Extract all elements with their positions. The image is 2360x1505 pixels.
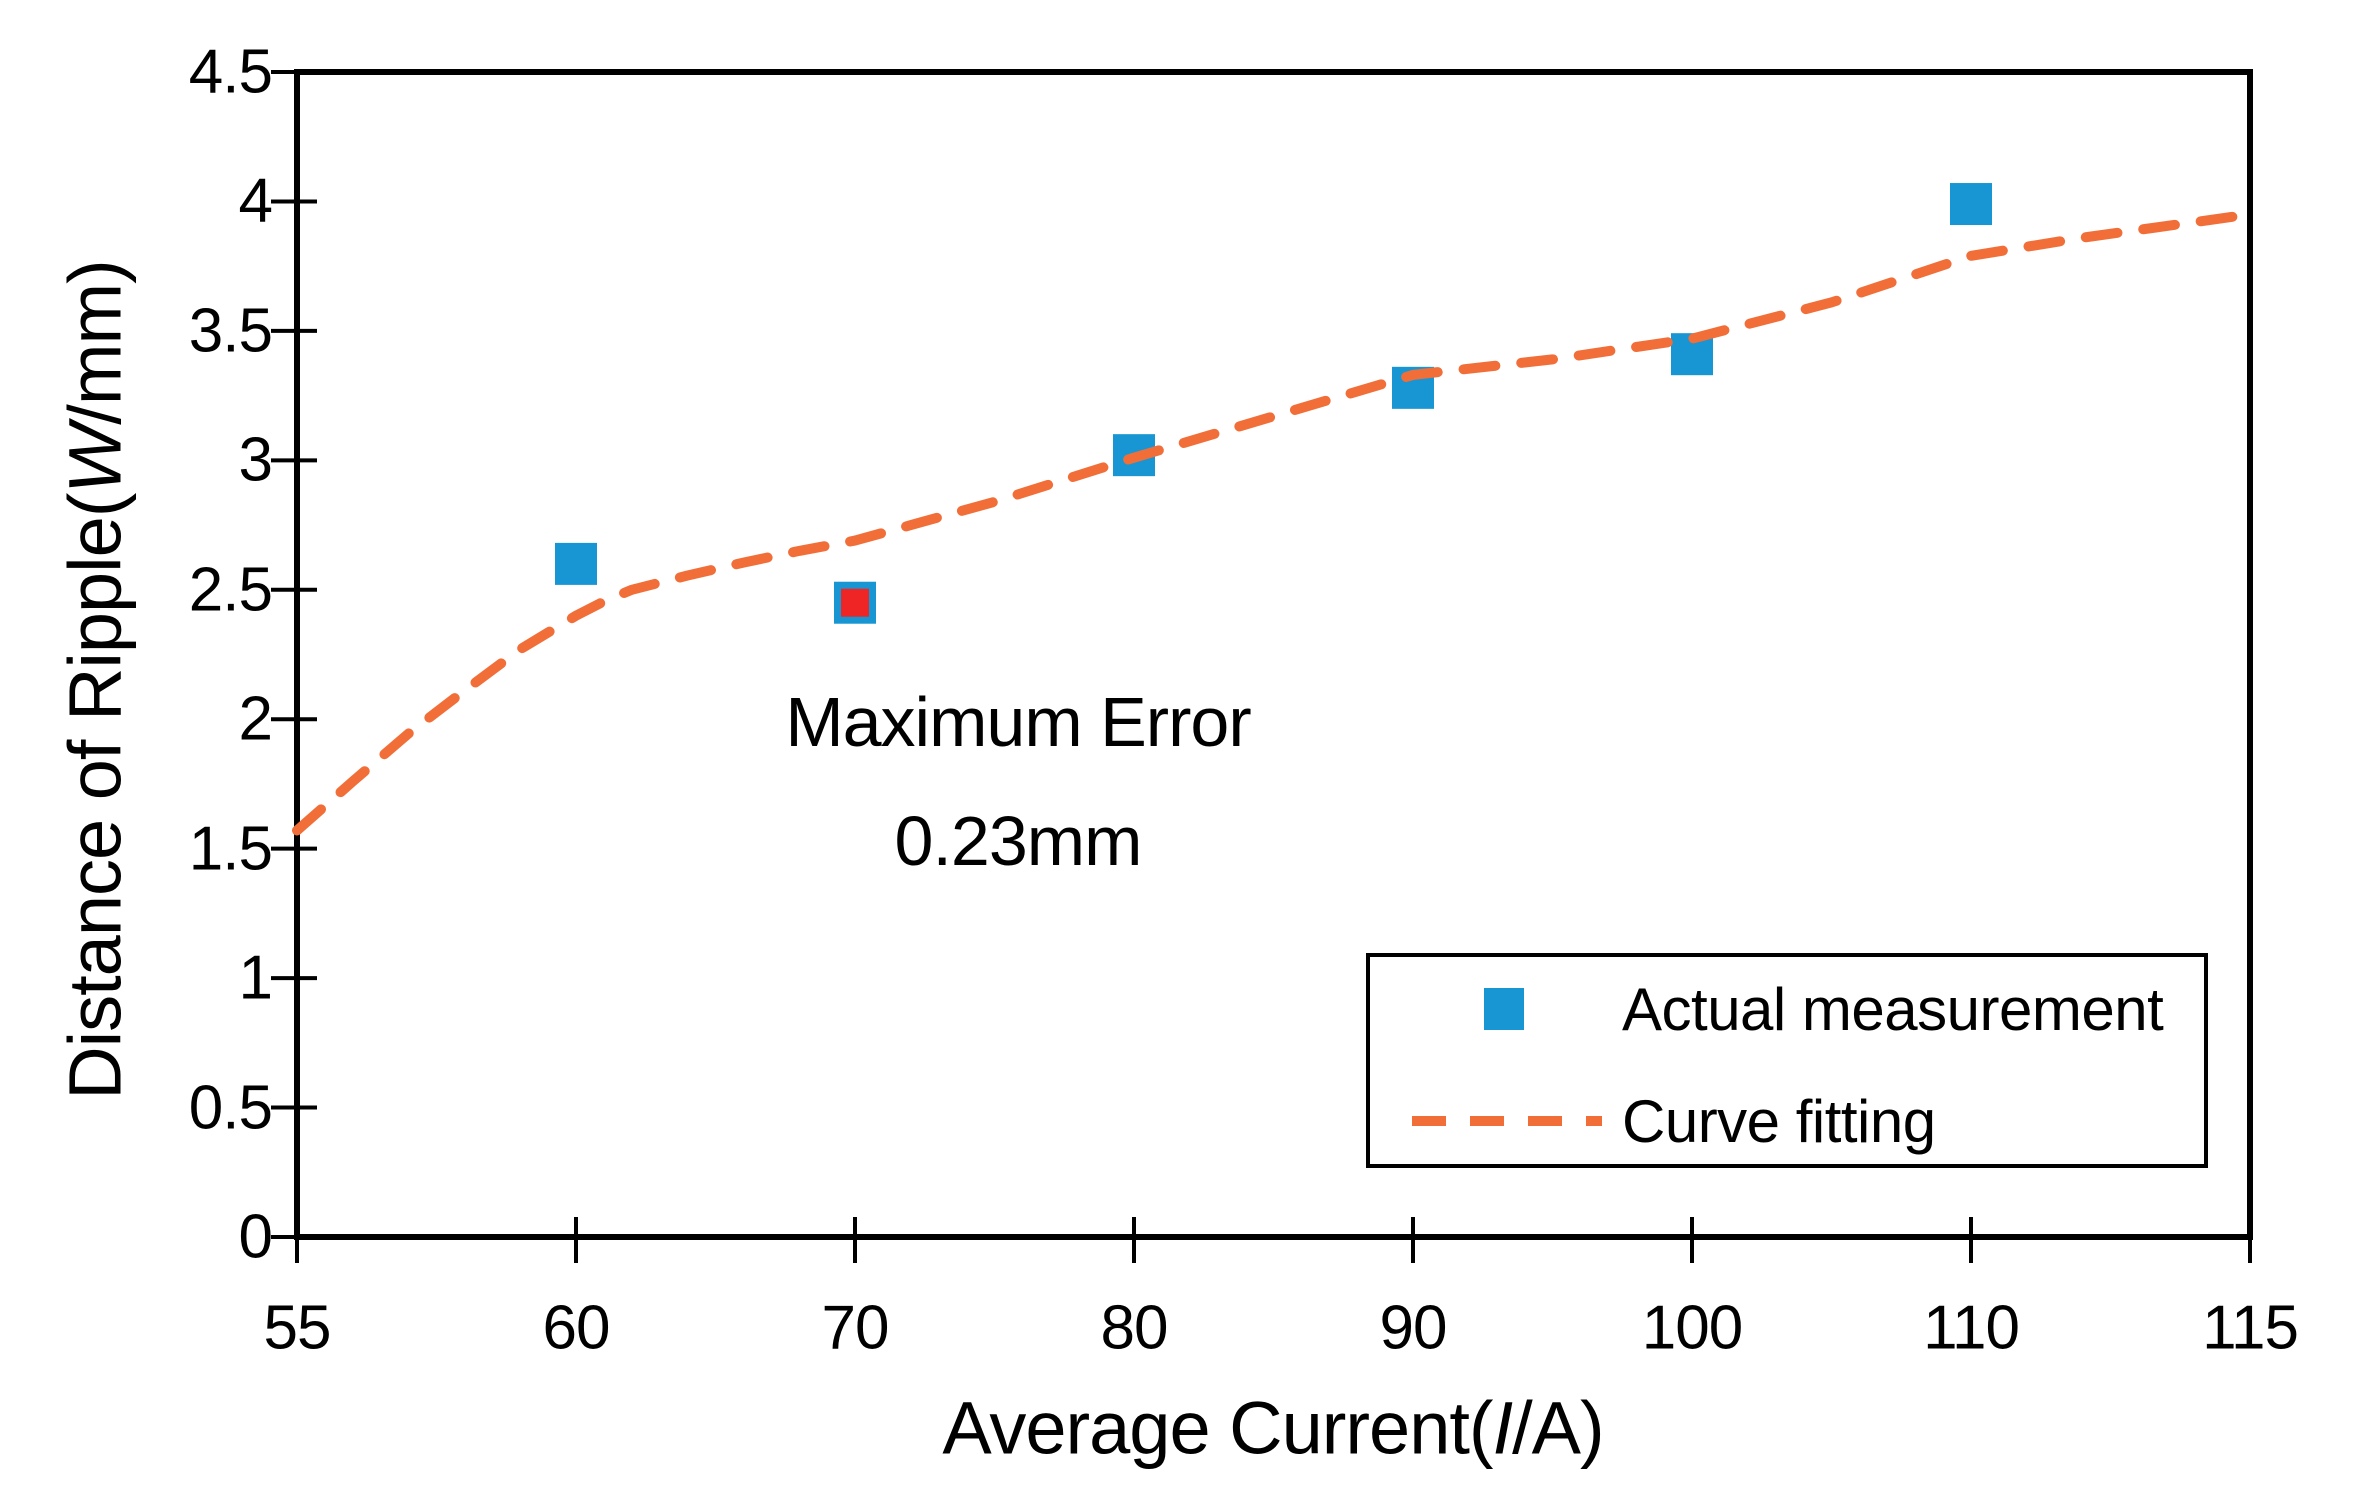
y-tick-label: 3.5 — [188, 296, 273, 366]
x-axis-title: Average Current(I/A) — [942, 1386, 1605, 1471]
legend-label-actual-measurement: Actual measurement — [1622, 975, 2164, 1043]
legend-item-actual-measurement: Actual measurement — [1370, 967, 2204, 1051]
max-error-annotation: Maximum Error 0.23mm — [785, 663, 1251, 901]
y-tick-label: 0 — [238, 1202, 273, 1272]
y-tick-label: 2 — [238, 684, 273, 754]
y-tick-label: 2.5 — [188, 555, 273, 625]
y-axis-title-symbol: W — [53, 424, 137, 494]
x-tick-label: 60 — [542, 1293, 611, 1363]
curve-fitting-line — [292, 209, 2255, 836]
x-tick-label: 100 — [1641, 1293, 1743, 1363]
x-tick-label: 70 — [821, 1293, 890, 1363]
plot-border — [294, 69, 2253, 1240]
y-tick-label: 0.5 — [188, 1073, 273, 1143]
highlighted-data-point-marker — [841, 588, 869, 617]
y-tick-label: 1.5 — [188, 814, 273, 884]
max-error-annotation-line2: 0.23mm — [894, 802, 1143, 880]
legend-dashed-line-icon — [1412, 1116, 1602, 1126]
y-tick-label: 4 — [238, 166, 273, 236]
x-axis-title-prefix: Average Current( — [942, 1386, 1493, 1470]
y-axis-title: Distance of Ripple(W/mm) — [53, 260, 138, 1100]
x-axis-title-symbol: I — [1492, 1386, 1514, 1470]
x-tick-label: 90 — [1379, 1293, 1448, 1363]
legend-square-marker-icon — [1484, 988, 1524, 1030]
x-tick-label: 115 — [2202, 1293, 2299, 1363]
y-tick-label: 4.5 — [188, 37, 273, 107]
x-tick-label: 55 — [263, 1293, 332, 1363]
legend-label-curve-fitting: Curve fitting — [1622, 1087, 1936, 1155]
legend-box: Actual measurement Curve fitting — [1366, 953, 2208, 1168]
data-point-marker — [1950, 183, 1992, 226]
x-axis-title-suffix: /A) — [1512, 1386, 1605, 1470]
y-axis-title-suffix: /mm) — [53, 260, 137, 425]
x-tick-label: 80 — [1100, 1293, 1169, 1363]
max-error-annotation-line1: Maximum Error — [785, 683, 1251, 761]
legend-item-curve-fitting: Curve fitting — [1370, 1079, 2204, 1163]
x-tick-label: 110 — [1923, 1293, 2020, 1363]
y-axis-title-prefix: Distance of Ripple( — [53, 493, 137, 1100]
y-tick-label: 1 — [238, 943, 273, 1013]
data-point-marker — [555, 542, 597, 585]
y-tick-label: 3 — [238, 425, 273, 495]
